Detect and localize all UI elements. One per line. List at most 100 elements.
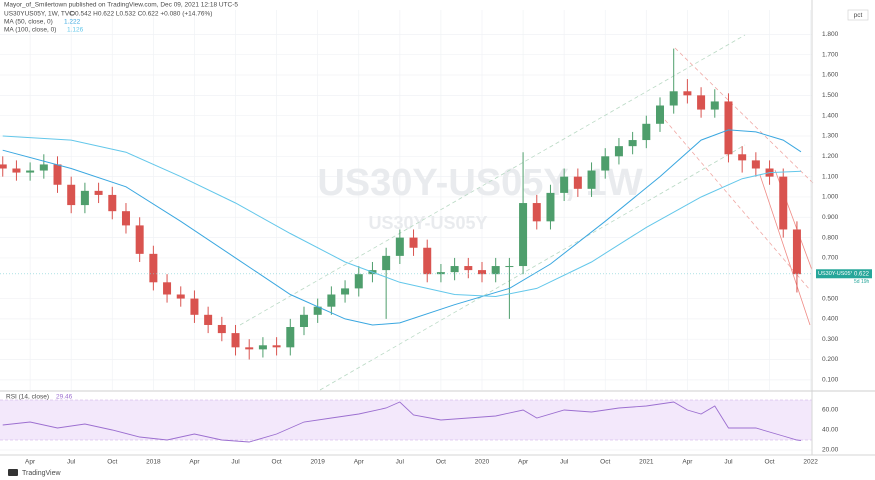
last-price: 0.622 <box>854 271 870 277</box>
y-tick-label: 1.100 <box>822 173 839 180</box>
candle-body <box>286 327 295 348</box>
candle-body <box>258 345 267 350</box>
x-tick-label: Oct <box>107 459 117 466</box>
y-tick-label: 1.400 <box>822 112 839 119</box>
candle-body <box>587 170 596 189</box>
candle-body <box>560 176 569 193</box>
watermark-sub: US30Y-US05Y <box>368 213 487 233</box>
candle-body <box>450 266 459 273</box>
y-tick-label: 0.700 <box>822 255 839 262</box>
candle-body <box>231 333 240 348</box>
candle-body <box>614 146 623 157</box>
x-tick-label: Jul <box>560 459 569 466</box>
candle-body <box>669 91 678 106</box>
candle-body <box>245 347 254 350</box>
y-tick-label: 20.00 <box>822 447 839 454</box>
candle-body <box>532 203 541 222</box>
y-tick-label: 40.00 <box>822 427 839 434</box>
y-tick-label: 0.900 <box>822 214 839 221</box>
x-tick-label: Oct <box>436 459 446 466</box>
candle-body <box>121 211 130 226</box>
candle-body <box>477 270 486 275</box>
candle-body <box>204 314 213 325</box>
trend-line <box>759 174 811 326</box>
x-tick-label: Jul <box>396 459 405 466</box>
candle-body <box>779 176 788 230</box>
x-tick-label: Apr <box>682 459 693 466</box>
candle-body <box>464 266 473 271</box>
candle-body <box>697 95 706 110</box>
symbol: US30YUS05Y, 1W, TVC <box>4 11 74 18</box>
brand: TradingView <box>22 470 61 477</box>
candle-body <box>491 266 500 275</box>
candle-body <box>724 101 733 155</box>
candle-body <box>135 225 144 254</box>
y-tick-label: 0.200 <box>822 356 839 363</box>
channel-line <box>674 47 816 186</box>
grid <box>0 10 812 451</box>
candle-body <box>738 154 747 161</box>
y-tick-label: 1.700 <box>822 51 839 58</box>
rsi-value: 29.46 <box>56 394 73 401</box>
countdown: 5d 19h <box>854 279 870 285</box>
candle-body <box>163 282 172 295</box>
candle-body <box>26 170 35 173</box>
candle-body <box>67 184 76 206</box>
y-tick-label: 1.500 <box>822 92 839 99</box>
legend-ma100-value: 1.126 <box>67 27 84 34</box>
candle-body <box>53 164 62 185</box>
y-tick-label: 0.100 <box>822 377 839 384</box>
candle-body <box>341 288 350 295</box>
y-tick-label: 0.500 <box>822 295 839 302</box>
unit-box <box>847 9 869 21</box>
x-tick-label: 2019 <box>310 459 325 466</box>
y-tick-label: 1.600 <box>822 72 839 79</box>
candle-body <box>642 123 651 141</box>
last-price-box <box>852 269 872 279</box>
candle-body <box>423 247 432 275</box>
x-tick-label: Apr <box>189 459 200 466</box>
published: Mayor_of_Smilertown published on Trading… <box>4 2 238 9</box>
candle-body <box>505 266 514 268</box>
candle-body <box>39 164 48 171</box>
y-tick-label: 1.200 <box>822 153 839 160</box>
candle-body <box>299 314 308 328</box>
x-tick-label: Apr <box>518 459 529 466</box>
symbol-tag-box <box>816 269 852 279</box>
rsi-title: RSI (14, close) <box>6 394 49 401</box>
y-tick-label: 60.00 <box>822 407 839 414</box>
rsi-band <box>0 400 812 440</box>
x-tick-label: 2018 <box>146 459 161 466</box>
candle-body <box>792 229 801 275</box>
x-tick-label: Apr <box>354 459 365 466</box>
legend-ma50: MA (50, close, 0) <box>4 19 53 26</box>
candle-body <box>546 192 555 222</box>
y-tick-label: 1.800 <box>822 31 839 38</box>
candle-body <box>710 101 719 110</box>
channel-line <box>319 144 746 391</box>
y-tick-label: 1.300 <box>822 133 839 140</box>
candle-body <box>313 306 322 315</box>
candle-body <box>272 345 281 348</box>
candle-body <box>683 91 692 96</box>
x-tick-label: Jul <box>724 459 733 466</box>
y-tick-label: 0.300 <box>822 336 839 343</box>
x-tick-label: Apr <box>25 459 36 466</box>
candle-body <box>395 237 404 256</box>
candle-body <box>0 164 7 169</box>
candle-body <box>149 253 158 283</box>
candle-body <box>94 190 103 195</box>
candle-body <box>354 274 363 289</box>
x-tick-label: 2022 <box>803 459 818 466</box>
candle-body <box>217 324 226 334</box>
legend-ma100: MA (100, close, 0) <box>4 27 56 34</box>
candle-body <box>409 237 418 248</box>
symbol-tag: US30Y-US05Y <box>818 271 855 277</box>
y-unit: pct <box>854 12 863 19</box>
candle-body <box>519 203 528 267</box>
plot <box>0 48 812 443</box>
y-tick-label: 0.400 <box>822 316 839 323</box>
x-tick-label: 2020 <box>475 459 490 466</box>
x-tick-label: 2021 <box>639 459 654 466</box>
